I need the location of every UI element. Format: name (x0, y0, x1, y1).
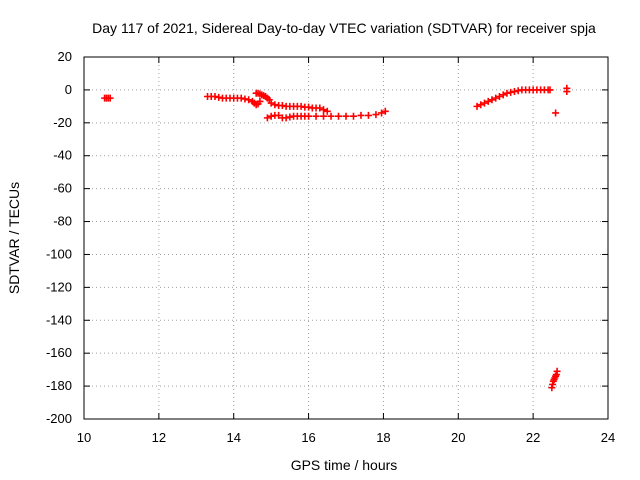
data-point (327, 112, 335, 120)
data-point (552, 109, 560, 117)
data-point (357, 111, 365, 119)
plot-area-border (83, 56, 609, 420)
data-point (499, 91, 507, 99)
y-tick-label: -80 (53, 214, 72, 229)
data-point (271, 101, 279, 109)
data-point (492, 94, 500, 102)
data-points (101, 84, 571, 392)
x-tick-label: 20 (451, 430, 465, 445)
data-point (378, 109, 386, 117)
y-tick-label: -40 (53, 148, 72, 163)
data-point (106, 94, 114, 102)
data-point (495, 92, 503, 100)
chart-title: Day 117 of 2021, Sidereal Day-to-day VTE… (92, 20, 596, 36)
y-tick-label: -180 (46, 378, 72, 393)
data-point (267, 99, 275, 107)
x-tick-label: 18 (376, 430, 390, 445)
data-point (473, 102, 481, 110)
data-point (237, 94, 245, 102)
y-tick-label: -160 (46, 345, 72, 360)
y-tick-label: -120 (46, 279, 72, 294)
data-point (211, 92, 219, 100)
data-point (546, 86, 554, 94)
x-tick-label: 24 (601, 430, 615, 445)
data-point (256, 97, 264, 105)
data-point (323, 107, 331, 115)
data-point (510, 88, 518, 96)
data-point (372, 111, 380, 119)
data-point (349, 112, 357, 120)
data-point (342, 112, 350, 120)
data-point (553, 367, 561, 375)
y-tick-label: -20 (53, 115, 72, 130)
data-point (312, 112, 320, 120)
data-point (381, 107, 389, 115)
data-point (335, 112, 343, 120)
data-point (305, 103, 313, 111)
y-axis-label: SDTVAR / TECUs (6, 182, 22, 294)
data-point (275, 111, 283, 119)
x-tick-label: 10 (77, 430, 91, 445)
axis-ticks: 10 12 14 16 18 20 22 24 20 0 -20 -40 -60 -80 -100 -120 -… (46, 49, 615, 445)
y-tick-label: -60 (53, 181, 72, 196)
data-point (563, 88, 571, 96)
y-tick-label: -200 (46, 411, 72, 426)
data-point (245, 96, 253, 104)
data-point (215, 93, 223, 101)
data-point (241, 95, 249, 103)
data-point (503, 89, 511, 97)
data-point (286, 113, 294, 121)
grid-lines (84, 57, 608, 419)
y-tick-label: -140 (46, 312, 72, 327)
data-point (263, 114, 271, 122)
x-axis-label: GPS time / hours (291, 457, 398, 473)
y-tick-label: 20 (58, 49, 72, 64)
x-tick-label: 16 (301, 430, 315, 445)
data-point (316, 104, 324, 112)
data-point (364, 111, 372, 119)
data-point (477, 101, 485, 109)
data-point (267, 112, 275, 120)
data-point (320, 106, 328, 114)
x-tick-label: 12 (152, 430, 166, 445)
y-tick-label: -100 (46, 246, 72, 261)
data-point (484, 97, 492, 105)
data-point (507, 88, 515, 96)
y-tick-label: 0 (65, 82, 72, 97)
data-point (278, 102, 286, 110)
data-point (297, 102, 305, 110)
data-point (514, 87, 522, 95)
data-point (480, 99, 488, 107)
data-point (305, 112, 313, 120)
x-tick-label: 22 (526, 430, 540, 445)
data-point (320, 112, 328, 120)
data-point (488, 96, 496, 104)
x-tick-label: 14 (226, 430, 240, 445)
data-point (282, 114, 290, 122)
